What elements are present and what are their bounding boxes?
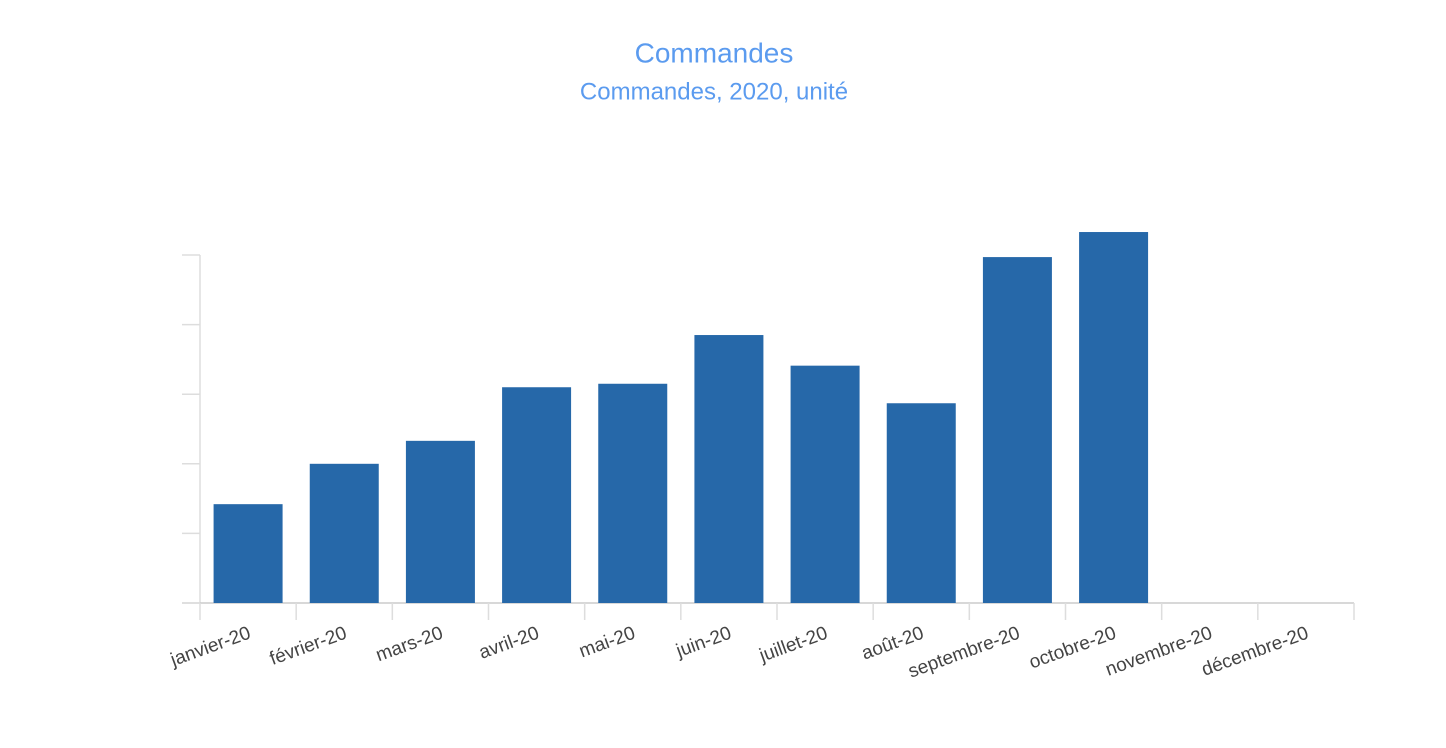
x-tick-label: juillet-20 (756, 623, 831, 667)
x-tick-label: septembre-20 (905, 623, 1022, 683)
bar (790, 365, 860, 603)
chart-subtitle: Commandes, 2020, unité (580, 78, 848, 105)
bar (598, 383, 668, 603)
bar (982, 257, 1052, 603)
bar (309, 463, 379, 603)
x-tick-label: novembre-20 (1103, 623, 1215, 681)
bar (886, 403, 956, 603)
bar (213, 504, 283, 603)
bar (1079, 232, 1149, 604)
bar (694, 335, 764, 603)
x-tick-label: février-20 (267, 623, 350, 670)
x-tick-label: décembre-20 (1199, 623, 1311, 681)
x-tick-label: mars-20 (373, 623, 446, 667)
x-tick-label: juin-20 (673, 623, 735, 663)
x-tick-label: avril-20 (476, 623, 542, 664)
bar (405, 440, 475, 603)
x-tick-label: janvier-20 (167, 623, 254, 672)
bar (502, 387, 572, 603)
x-tick-label: mai-20 (576, 623, 638, 663)
chart-title: Commandes (635, 37, 794, 68)
